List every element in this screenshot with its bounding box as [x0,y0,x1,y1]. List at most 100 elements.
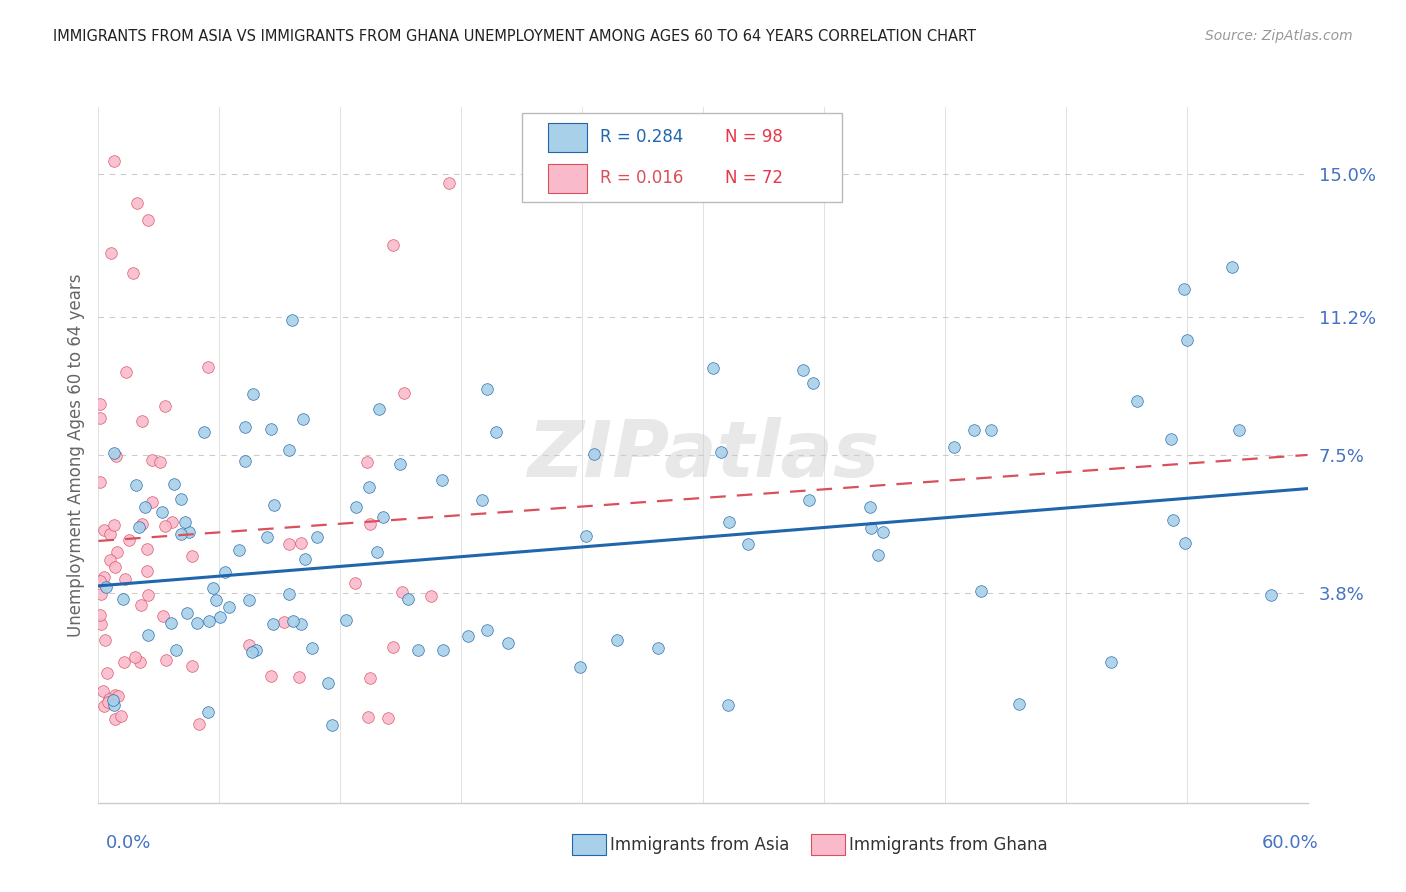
Point [1222,260,1244,274]
Point [1260,588,1282,602]
Point [125,195,148,210]
Point [419,589,441,603]
Point [91,683,114,698]
Point [1163,513,1185,527]
Point [134,500,156,514]
Point [1175,333,1198,347]
Point [238,593,260,607]
Point [371,509,394,524]
Point [716,698,738,713]
Point [475,382,498,396]
Point [382,640,405,655]
Point [710,444,733,458]
Point [170,527,193,541]
Point [437,176,460,190]
Point [105,449,128,463]
Point [228,543,250,558]
Point [801,376,824,390]
Point [103,698,125,712]
Point [430,473,453,487]
Point [89,475,111,489]
Point [859,500,882,514]
Point [277,442,299,457]
Point [235,420,257,434]
Point [242,386,264,401]
Point [647,640,669,655]
Point [382,238,405,252]
Point [155,653,177,667]
Point [122,266,145,280]
Point [290,617,312,632]
Point [131,517,153,532]
Point [496,635,519,649]
Text: R = 0.284: R = 0.284 [600,128,683,146]
Text: N = 72: N = 72 [724,169,783,187]
Point [717,516,740,530]
Point [153,399,176,413]
Text: 60.0%: 60.0% [1263,834,1319,852]
Point [343,575,366,590]
Point [93,570,115,584]
Point [606,632,628,647]
Point [294,552,316,566]
Text: Source: ZipAtlas.com: Source: ZipAtlas.com [1205,29,1353,44]
Point [129,656,152,670]
Point [1173,282,1195,296]
Point [90,587,112,601]
Point [235,454,257,468]
Y-axis label: Unemployment Among Ages 60 to 64 years: Unemployment Among Ages 60 to 64 years [66,273,84,637]
Point [278,587,301,601]
Point [89,411,111,425]
Point [457,628,479,642]
Point [283,614,305,628]
Point [394,385,416,400]
Point [135,564,157,578]
Point [205,593,228,607]
Point [292,411,315,425]
Point [702,361,724,376]
Point [281,313,304,327]
Point [136,541,159,556]
Point [100,246,122,260]
Point [359,671,381,685]
Point [125,478,148,492]
Point [278,537,301,551]
Point [866,548,889,562]
Point [737,537,759,551]
Point [170,491,193,506]
Point [305,530,328,544]
Point [260,422,283,436]
Point [93,698,115,713]
Point [197,705,219,719]
Text: IMMIGRANTS FROM ASIA VS IMMIGRANTS FROM GHANA UNEMPLOYMENT AMONG AGES 60 TO 64 Y: IMMIGRANTS FROM ASIA VS IMMIGRANTS FROM … [53,29,976,45]
Point [118,533,141,548]
Point [101,692,124,706]
Point [103,688,125,702]
Point [103,153,125,168]
Point [582,447,605,461]
FancyBboxPatch shape [522,113,842,202]
Point [214,566,236,580]
Point [245,643,267,657]
Point [193,425,215,440]
Point [103,560,125,574]
Point [97,695,120,709]
Point [103,518,125,533]
Point [177,524,200,539]
Point [180,549,202,563]
Point [568,659,591,673]
Point [129,598,152,612]
Point [388,457,411,471]
Point [162,477,184,491]
Point [256,530,278,544]
Point [1174,536,1197,550]
Point [124,650,146,665]
Point [860,521,883,535]
Point [155,518,177,533]
Text: Immigrants from Asia: Immigrants from Asia [610,836,790,854]
Point [240,645,263,659]
Point [152,608,174,623]
Point [471,492,494,507]
Point [90,616,112,631]
Text: 0.0%: 0.0% [105,834,150,852]
